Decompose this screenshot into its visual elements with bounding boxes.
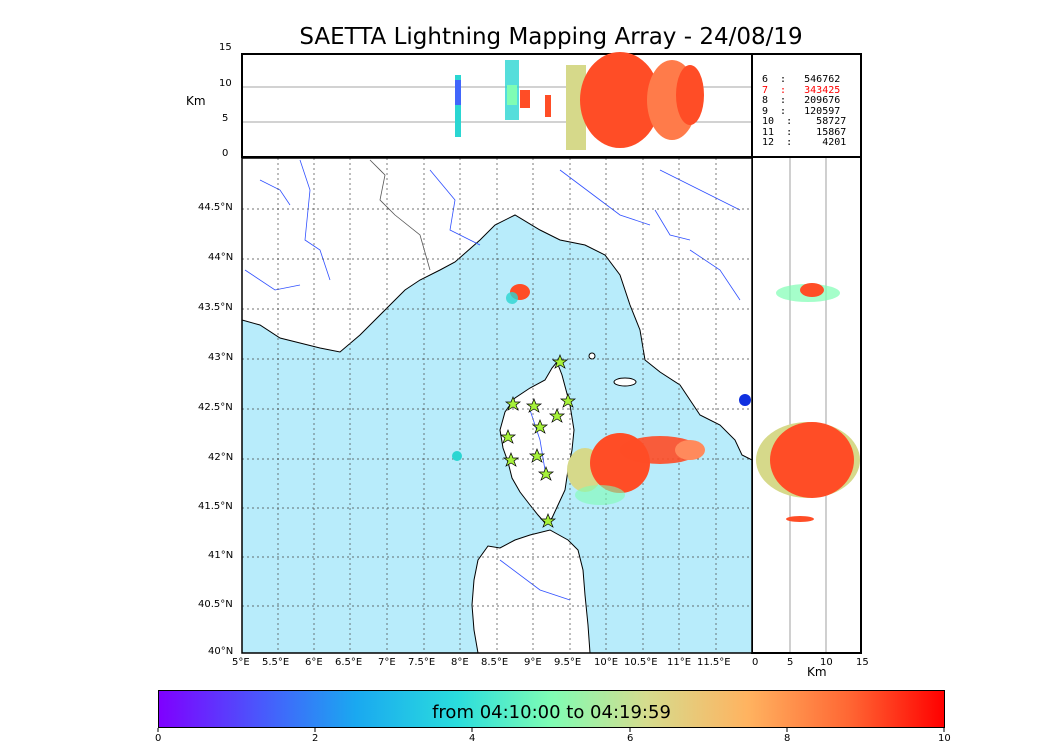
lon-label: 11°E (667, 657, 692, 668)
station-star (559, 393, 577, 408)
colorbar-label: from 04:10:00 to 04:19:59 (432, 702, 671, 723)
flash-counts: 6 : 546762 7 : 343425 8 : 209676 9 : 120… (762, 74, 847, 149)
mainland-land (241, 157, 753, 461)
lightning-cluster (675, 440, 705, 460)
top-y-tick: 5 (222, 113, 229, 124)
colorbar-tick: 10 (938, 733, 951, 744)
colorbar-tick: 0 (155, 733, 162, 744)
count-row: 11 : 15867 (762, 126, 847, 138)
count-row: 10 : 58727 (762, 116, 847, 127)
top-y-tick: 0 (222, 148, 229, 159)
station-star (548, 408, 566, 423)
station-star (531, 419, 549, 434)
count-row: 9 : 120597 (762, 105, 841, 117)
side-panel-gridlines (789, 158, 827, 652)
lat-label: 42.5°N (198, 402, 233, 413)
station-star (528, 448, 546, 463)
lat-label: 43.5°N (198, 302, 233, 313)
lon-label: 7.5°E (408, 657, 436, 668)
colorbar (158, 690, 945, 728)
side-x-tick: 5 (787, 657, 794, 668)
top-panel-unit-label: Km (186, 94, 206, 108)
lat-label: 40.5°N (198, 599, 233, 610)
count-row: 12 : 4201 (762, 137, 847, 148)
lightning-clusters-map (452, 284, 705, 505)
small-island (588, 352, 596, 360)
station-star (525, 398, 543, 413)
station-star (502, 452, 520, 467)
lon-label: 11.5°E (697, 657, 731, 668)
count-row: 6 : 546762 (762, 74, 841, 85)
lon-label: 8°E (451, 657, 469, 668)
grid-lines (242, 158, 752, 653)
lightning-cluster (575, 485, 625, 505)
lat-label: 41.5°N (198, 501, 233, 512)
count-row: 8 : 209676 (762, 95, 841, 106)
lat-label: 41°N (208, 550, 234, 561)
elba-island (613, 377, 637, 387)
lon-label: 9°E (524, 657, 542, 668)
lon-label: 7°E (378, 657, 396, 668)
lat-label: 44.5°N (198, 202, 233, 213)
lightning-clusters-top (455, 52, 704, 150)
side-panel-unit-label: Km (807, 665, 827, 679)
top-y-tick: 15 (219, 42, 232, 53)
lon-label: 6.5°E (335, 657, 363, 668)
colorbar-tick: 6 (627, 733, 634, 744)
lat-label: 42°N (208, 452, 234, 463)
lon-label: 10°E (594, 657, 619, 668)
chart-title: SAETTA Lightning Mapping Array - 24/08/1… (299, 24, 803, 50)
lat-label: 43°N (208, 352, 234, 363)
rivers (244, 159, 741, 601)
lightning-clusters-side (756, 283, 860, 522)
station-stars (499, 354, 577, 528)
station-star (551, 354, 569, 369)
sardinia-land (471, 529, 591, 654)
colorbar-ticks (157, 728, 945, 732)
station-star (539, 513, 557, 528)
top-y-tick: 10 (219, 78, 232, 89)
lon-label: 5°E (232, 657, 250, 668)
side-x-tick: 0 (752, 657, 759, 668)
lon-label: 8.5°E (481, 657, 509, 668)
lon-label: 10.5°E (624, 657, 658, 668)
lat-label: 40°N (208, 646, 234, 657)
station-star (537, 466, 555, 481)
side-x-tick: 15 (856, 657, 869, 668)
station-star (499, 429, 517, 444)
capraia-island (739, 394, 751, 406)
lon-label: 6°E (305, 657, 323, 668)
borders (369, 159, 431, 271)
lightning-cluster (452, 451, 462, 461)
count-row: 7 : 343425 (762, 84, 841, 96)
side-x-tick: 10 (820, 657, 833, 668)
lon-label: 5.5°E (262, 657, 290, 668)
lon-label: 9.5°E (554, 657, 582, 668)
colorbar-tick: 4 (469, 733, 476, 744)
colorbar-tick: 8 (784, 733, 791, 744)
station-star (504, 396, 522, 411)
colorbar-tick: 2 (312, 733, 319, 744)
altitude-latitude-panel (751, 156, 862, 654)
lightning-cluster (506, 292, 518, 304)
lat-label: 44°N (208, 252, 234, 263)
